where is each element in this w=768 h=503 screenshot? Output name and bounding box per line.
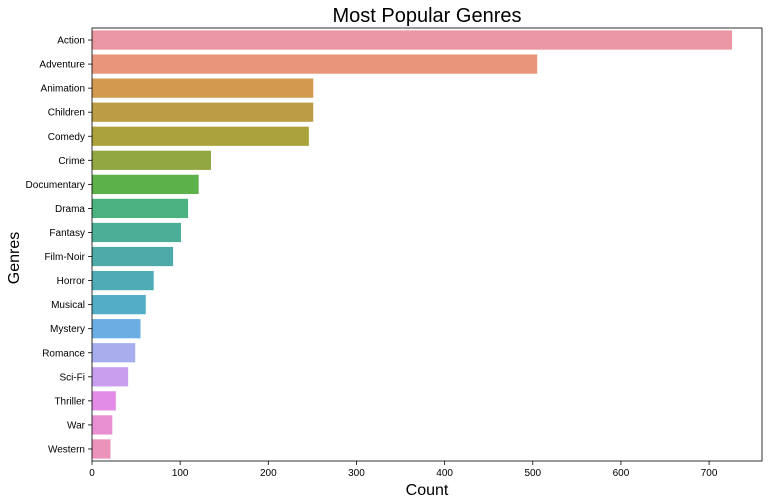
y-tick-label: War	[67, 420, 86, 431]
bar-documentary	[92, 174, 199, 194]
plot-frame	[91, 27, 763, 462]
x-tick-label: 400	[436, 468, 453, 479]
y-tick-label: Western	[48, 444, 85, 455]
bar-horror	[92, 270, 154, 291]
x-tick-label: 100	[172, 468, 189, 479]
bar-romance	[92, 343, 136, 363]
x-tick-label: 500	[524, 468, 541, 479]
y-tick-label: Film-Noir	[44, 252, 85, 263]
bar-children	[92, 102, 314, 122]
y-tick-label: Romance	[42, 348, 85, 359]
y-tick-labels: Action Adventure Animation Children Comedy Cr…	[26, 36, 92, 455]
y-tick-label: Sci-Fi	[59, 372, 85, 383]
x-tick-label: 200	[260, 468, 277, 479]
y-tick-label: Drama	[55, 204, 85, 215]
y-tick-label: Horror	[57, 276, 86, 287]
bar-mystery	[92, 319, 141, 339]
bar-action	[92, 30, 733, 50]
bar-animation	[92, 78, 314, 98]
y-tick-label: Action	[57, 36, 85, 47]
bar-fantasy	[92, 222, 182, 243]
y-tick-label: Comedy	[48, 132, 85, 143]
y-tick-label: Animation	[41, 84, 85, 95]
x-tick-label: 700	[701, 468, 718, 479]
x-axis-label: Count	[406, 482, 449, 499]
y-axis-label: Genres	[6, 232, 23, 284]
y-tick-label: Crime	[58, 156, 85, 167]
x-tick-label: 0	[89, 468, 95, 479]
bar-film-noir	[92, 246, 174, 267]
bar-western	[92, 439, 111, 459]
x-tick-labels: 0 100 200 300 400 500 600 700	[89, 461, 718, 479]
y-tick-label: Documentary	[26, 180, 85, 191]
bar-drama	[92, 198, 189, 219]
y-tick-label: Thriller	[54, 396, 85, 407]
bar-musical	[92, 295, 146, 315]
bar-adventure	[92, 54, 538, 74]
y-tick-label: Children	[48, 108, 85, 119]
x-tick-label: 300	[348, 468, 365, 479]
bars-group	[92, 30, 733, 459]
y-tick-label: Mystery	[50, 324, 85, 335]
bar-comedy	[92, 126, 309, 146]
y-tick-label: Fantasy	[49, 228, 85, 239]
y-tick-label: Musical	[51, 300, 85, 311]
x-tick-label: 600	[613, 468, 630, 479]
bar-crime	[92, 150, 212, 170]
chart-title: Most Popular Genres	[333, 5, 522, 27]
bar-sci-fi	[92, 367, 129, 387]
bar-war	[92, 415, 113, 435]
bar-thriller	[92, 391, 116, 411]
y-tick-label: Adventure	[39, 60, 85, 71]
